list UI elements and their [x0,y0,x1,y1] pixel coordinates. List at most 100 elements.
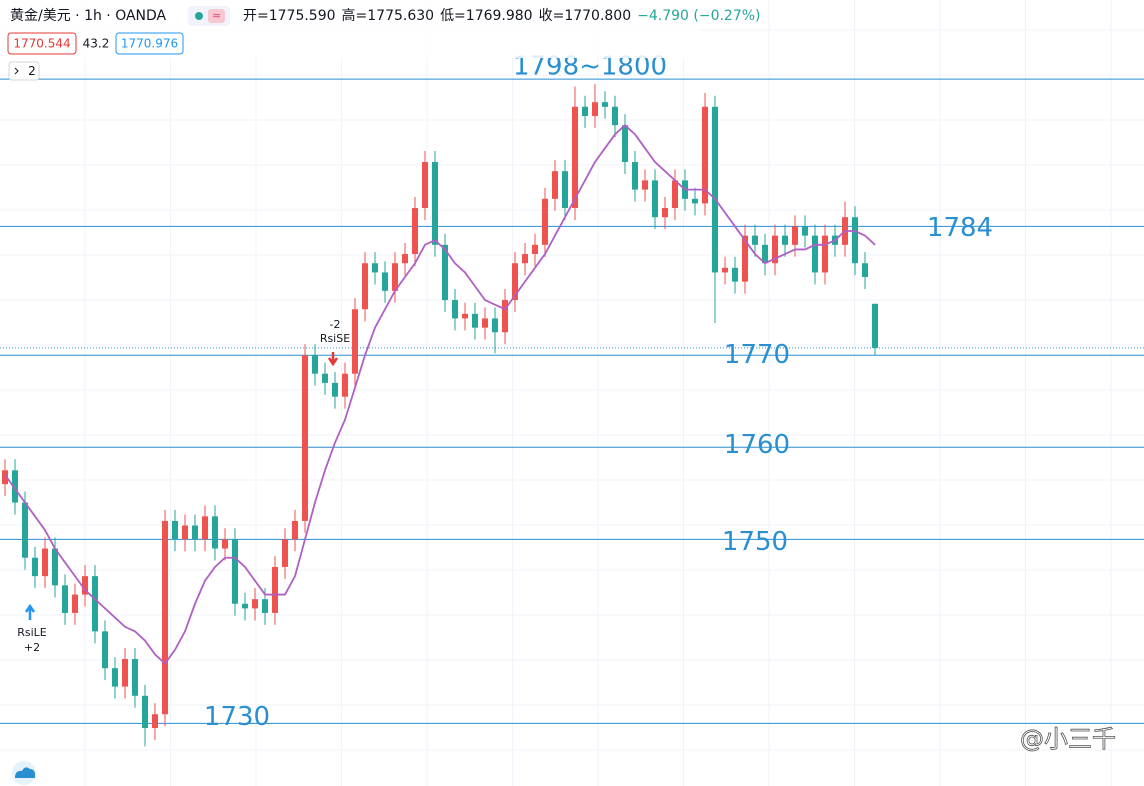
candle-body [752,235,758,245]
candle-body [202,516,208,540]
signal-qty: -2 [330,318,341,331]
candle-body [162,520,168,715]
candle-body [732,267,738,282]
candle-body [32,557,38,577]
candle-body [472,313,478,328]
candle-body [362,263,368,310]
level-label: 1770 [724,340,790,370]
badge[interactable] [7,32,77,55]
badge[interactable] [115,32,184,55]
signal-label: RsiLE [17,626,47,639]
candle-body [512,263,518,301]
watermark-group: @小三千 [12,725,1116,785]
candle-body [172,520,178,540]
candle-body [542,198,548,245]
level-label: 1730 [204,702,270,732]
candle-body [532,244,538,255]
ohlc-change: −4.790 (−0.27%) [637,8,760,24]
candle-body [632,161,638,190]
candle-body [152,714,158,729]
candle-body [782,235,788,245]
watermark: @小三千 [1020,725,1116,753]
candle-body [812,235,818,273]
sell-arrow [327,352,339,367]
candle-body [452,300,458,319]
candle-body [212,516,218,549]
candle-body [482,318,488,328]
moving-average [4,123,876,665]
watermark-logo [992,731,1013,750]
candle-body [82,576,88,595]
candle-body [292,520,298,540]
candle-body [552,171,558,199]
candle-body [332,382,338,397]
level-label: 1784 [927,213,993,243]
candle-body [702,106,708,204]
candle-body [182,525,188,540]
level-label: 1750 [722,527,788,557]
ohlc-item: 高=1775.630 [342,7,435,24]
candle-body [822,235,828,273]
candle-body [692,198,698,204]
candle-body [802,226,808,236]
candle-body [462,313,468,319]
candle-body [322,373,328,383]
logo [15,767,36,778]
badge-text: 43.2 [83,37,110,51]
candle-body [442,244,448,301]
candle-body [402,254,408,264]
candle-body [52,548,58,586]
candle-body [642,180,648,190]
ohlc-item: 开=1775.590 [243,8,336,24]
candle-body [192,525,198,540]
candle-body [572,106,578,209]
collapse-button[interactable] [8,61,40,81]
candle-body [862,263,868,278]
candle-body [382,272,388,291]
candle-body [742,235,748,282]
ohlc-item: 低=1769.980 [440,8,533,24]
candle-body [372,263,378,273]
candle-body [12,470,18,503]
candle-body [652,180,658,218]
candle-body [492,318,498,333]
candle-body [232,539,238,604]
chevron [14,67,19,75]
candle-body [62,585,68,613]
ohlc-item: 收=1770.800 [539,8,632,24]
candle-body [102,631,108,669]
candle-body [42,548,48,577]
candle-body [672,180,678,209]
candle-body [222,539,228,549]
candle-body [602,102,608,107]
candle-body [282,539,288,567]
candle-body [762,244,768,264]
candle-body [242,603,248,609]
symbol: 黄金/美元 · 1h · OANDA [10,7,167,24]
candle-body [92,576,98,632]
plot [2,83,878,747]
candle-body [312,355,318,374]
ohlc: 开=1775.590 高=1775.630 低=1769.980 收=1770.800… [243,7,761,24]
candle-body [792,226,798,245]
candle-body [142,695,148,729]
candle-body [422,161,428,209]
candle-body [72,594,78,613]
candle-body [302,355,308,521]
candle-body [622,125,628,162]
badge-text: 1770.544 [13,37,70,51]
candle-body [352,309,358,374]
candle-body [112,668,118,687]
candle-body [522,254,528,264]
candle-body [2,470,8,485]
candle-body [432,161,438,245]
candle-body [872,303,878,348]
level-label: 1760 [724,430,790,460]
candle-body [122,658,128,687]
candle-body [582,106,588,116]
candle-body [612,106,618,126]
candle-body [722,267,728,273]
